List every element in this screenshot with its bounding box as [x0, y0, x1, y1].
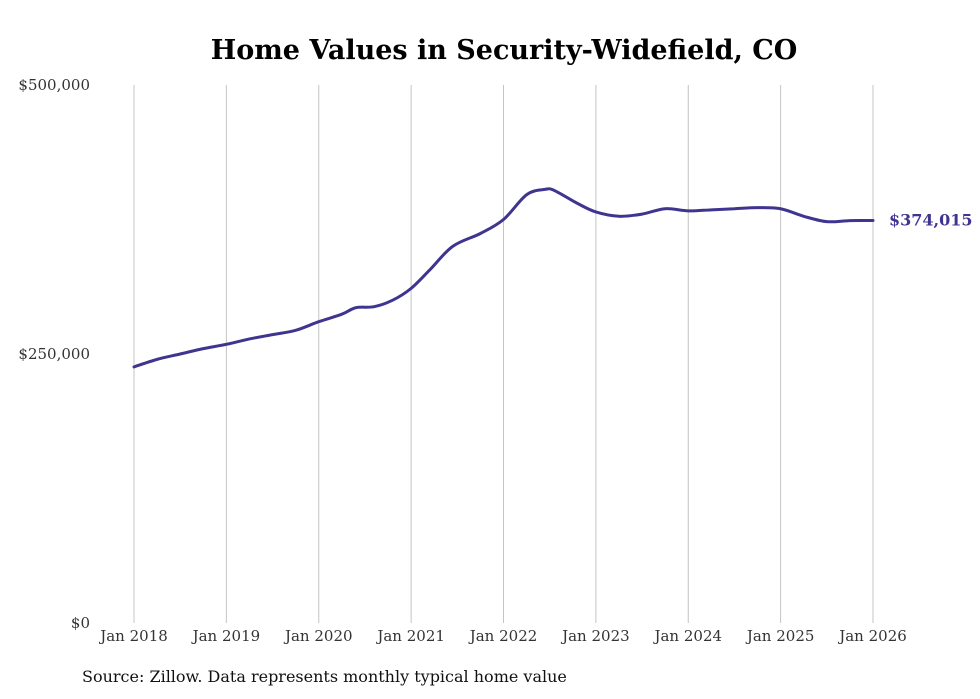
x-tick-label: Jan 2020: [283, 627, 353, 645]
y-tick-label: $0: [71, 614, 90, 632]
x-tick-label: Jan 2024: [652, 627, 722, 645]
x-tick-label: Jan 2019: [191, 627, 261, 645]
y-tick-label: $500,000: [18, 76, 90, 94]
source-note: Source: Zillow. Data represents monthly …: [82, 667, 567, 686]
end-value-label: $374,015: [889, 211, 973, 230]
x-tick-label: Jan 2023: [560, 627, 630, 645]
series-layer: [132, 187, 875, 369]
y-axis-ticks: $0 $250,000 $500,000: [18, 76, 90, 632]
x-tick-label: Jan 2026: [837, 627, 907, 645]
x-tick-label: Jan 2018: [98, 627, 168, 645]
x-gridlines: [133, 85, 874, 623]
annotation-layer: $374,015: [889, 211, 973, 230]
x-tick-label: Jan 2022: [468, 627, 538, 645]
x-axis-ticks: Jan 2018 Jan 2019 Jan 2020 Jan 2021 Jan 2022…: [98, 627, 907, 645]
y-tick-label: $250,000: [18, 345, 90, 363]
series-line-0: [132, 187, 875, 369]
x-tick-label: Jan 2025: [745, 627, 815, 645]
x-tick-label: Jan 2021: [375, 627, 445, 645]
chart-title: Home Values in Security-Widefield, CO: [211, 35, 798, 66]
